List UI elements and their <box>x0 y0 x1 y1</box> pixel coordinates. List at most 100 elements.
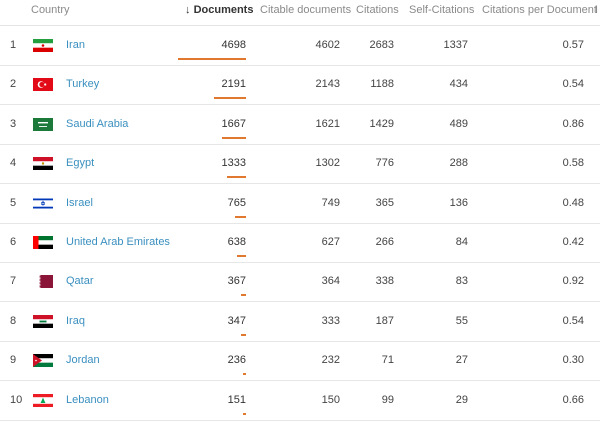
country-link[interactable]: Iraq <box>66 314 85 327</box>
documents-bar <box>235 215 246 218</box>
citable-documents-value: 4602 <box>315 39 340 51</box>
documents-bar <box>243 373 246 376</box>
header-documents[interactable]: ↓ Documents <box>185 4 253 16</box>
table-row: 6 United Arab Emirates 638 627 266 84 0.42 <box>0 223 600 263</box>
documents-value: 347 <box>227 314 246 327</box>
rank-value: 7 <box>10 275 17 288</box>
country-link[interactable]: Iran <box>66 39 85 51</box>
iran-flag-icon <box>33 39 53 52</box>
country-link[interactable]: Egypt <box>66 157 95 170</box>
citations-per-document-value: 0.54 <box>562 314 584 327</box>
self-citations-value: 136 <box>449 196 468 209</box>
documents-bar <box>214 97 246 100</box>
rank-value: 2 <box>10 78 17 91</box>
documents-bar <box>243 412 246 415</box>
self-citations-value: 288 <box>449 157 468 170</box>
header-next-column-cut[interactable]: I <box>595 4 599 16</box>
citations-value: 1429 <box>369 117 394 130</box>
table-row: 3 Saudi Arabia 1667 1621 1429 489 0.86 <box>0 105 600 145</box>
citations-value: 266 <box>375 236 394 248</box>
header-country[interactable]: Country <box>31 4 70 16</box>
self-citations-value: 434 <box>449 78 468 91</box>
citations-per-document-value: 0.54 <box>562 78 584 91</box>
self-citations-value: 84 <box>455 236 468 248</box>
citations-per-document-value: 0.42 <box>562 236 584 248</box>
jordan-flag-icon <box>33 354 53 368</box>
rank-value: 9 <box>10 354 17 367</box>
qatar-flag-icon <box>33 275 53 289</box>
citations-per-document-value: 0.30 <box>562 354 584 367</box>
rank-value: 8 <box>10 314 17 327</box>
header-documents-label: Documents <box>193 4 254 16</box>
table-row: 4 Egypt 1333 1302 776 288 0.58 <box>0 144 600 185</box>
table-row: 8 Iraq 347 333 187 55 0.54 <box>0 302 600 342</box>
country-link[interactable]: Israel <box>66 196 93 209</box>
lebanon-flag-icon <box>33 393 53 407</box>
header-citations-per-document[interactable]: Citations per Document <box>482 4 597 16</box>
citations-value: 338 <box>375 275 394 288</box>
documents-value: 1667 <box>221 117 246 130</box>
documents-value: 765 <box>227 196 246 209</box>
table-row: 10 Lebanon 151 150 99 29 0.66 <box>0 381 600 421</box>
egypt-flag-icon <box>33 157 53 171</box>
country-link[interactable]: Jordan <box>66 354 100 367</box>
iraq-flag-icon <box>33 314 53 328</box>
header-citable-documents[interactable]: Citable documents <box>260 4 352 16</box>
citable-documents-value: 232 <box>321 354 340 367</box>
documents-value: 1333 <box>221 157 246 170</box>
documents-bar <box>222 136 246 139</box>
citations-value: 71 <box>381 354 394 367</box>
citable-documents-value: 333 <box>321 314 340 327</box>
table-row: 2 Turkey 2191 2143 1188 434 0.54 <box>0 65 600 106</box>
documents-value: 367 <box>227 275 246 288</box>
rank-value: 6 <box>10 236 17 248</box>
rank-value: 3 <box>10 117 17 130</box>
israel-flag-icon <box>33 196 53 210</box>
self-citations-value: 1337 <box>443 39 468 51</box>
table-row: 7 Qatar 367 364 338 83 0.92 <box>0 262 600 303</box>
documents-value: 638 <box>227 236 246 248</box>
country-link[interactable]: Saudi Arabia <box>66 117 129 130</box>
turkey-flag-icon <box>33 78 53 92</box>
saudi-arabia-flag-icon <box>33 117 53 131</box>
citations-per-document-value: 0.48 <box>562 196 584 209</box>
citations-value: 1188 <box>370 78 394 91</box>
citations-value: 187 <box>375 314 394 327</box>
citable-documents-value: 2143 <box>315 78 340 91</box>
citations-value: 365 <box>375 196 394 209</box>
documents-bar <box>241 294 246 297</box>
uae-flag-icon <box>33 236 53 249</box>
documents-bar <box>241 333 246 336</box>
sort-down-arrow-icon: ↓ <box>185 4 191 16</box>
self-citations-value: 55 <box>455 314 468 327</box>
rank-value: 1 <box>10 39 17 51</box>
self-citations-value: 489 <box>449 117 468 130</box>
country-link[interactable]: Qatar <box>66 275 94 288</box>
table-row: 5 Israel 765 749 365 136 0.48 <box>0 184 600 224</box>
documents-bar <box>178 58 246 60</box>
documents-value: 2191 <box>221 78 246 91</box>
country-link[interactable]: Turkey <box>66 78 100 91</box>
header-self-citations[interactable]: Self-Citations <box>409 4 475 16</box>
country-link[interactable]: United Arab Emirates <box>66 236 170 248</box>
citable-documents-value: 364 <box>321 275 340 288</box>
citable-documents-value: 749 <box>321 196 340 209</box>
citations-per-document-value: 0.57 <box>562 39 584 51</box>
header-citations[interactable]: Citations <box>356 4 399 16</box>
table-row: 1 Iran 4698 4602 2683 1337 0.57 <box>0 26 600 66</box>
citations-value: 2683 <box>369 39 394 51</box>
citations-per-document-value: 0.86 <box>562 117 584 130</box>
citations-value: 776 <box>375 157 394 170</box>
documents-bar <box>237 255 246 257</box>
citable-documents-value: 1302 <box>315 157 340 170</box>
documents-value: 236 <box>227 354 246 367</box>
documents-value: 4698 <box>221 39 246 51</box>
self-citations-value: 27 <box>455 354 468 367</box>
rank-value: 4 <box>10 157 17 170</box>
country-ranking-table: Country ↓ Documents Citable documents Ci… <box>0 4 600 421</box>
rank-value: 5 <box>10 196 17 209</box>
citable-documents-value: 1621 <box>315 117 340 130</box>
citations-per-document-value: 0.58 <box>562 157 584 170</box>
documents-bar <box>227 176 246 179</box>
citable-documents-value: 627 <box>321 236 340 248</box>
